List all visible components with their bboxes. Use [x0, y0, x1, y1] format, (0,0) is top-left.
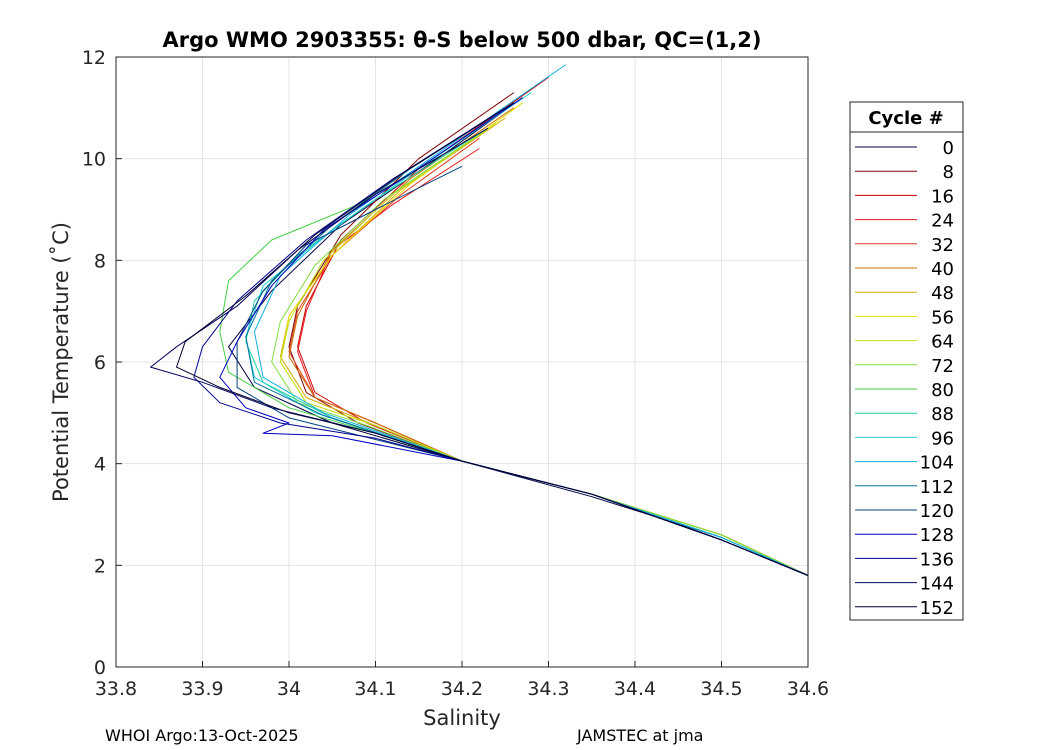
- footer-left: WHOI Argo:13-Oct-2025: [105, 726, 299, 745]
- y-tick-label: 0: [94, 657, 106, 679]
- y-tick-label: 2: [94, 555, 106, 577]
- legend-label-152: 152: [920, 598, 954, 619]
- legend-label-16: 16: [931, 186, 954, 207]
- x-tick-label: 34.1: [354, 678, 396, 700]
- legend-label-24: 24: [931, 211, 954, 232]
- legend-label-104: 104: [920, 453, 954, 474]
- y-tick-label: 6: [94, 352, 106, 374]
- legend-box: [849, 101, 964, 621]
- legend-entries: 0 8 16 24 32 40 48 56 64 72 80 88 96 104 112 120 128 136 1…: [855, 138, 954, 619]
- legend-label-56: 56: [931, 307, 954, 328]
- x-tick-label: 34: [277, 678, 301, 700]
- legend-label-96: 96: [931, 428, 954, 449]
- legend-label-112: 112: [920, 477, 954, 498]
- x-tick-label: 34.3: [527, 678, 569, 700]
- y-tick-label: 8: [94, 250, 106, 272]
- series-line-cycle-152: [176, 102, 809, 576]
- x-tick-label: 34.4: [614, 678, 656, 700]
- legend-label-144: 144: [920, 574, 954, 595]
- legend-label-48: 48: [931, 283, 954, 304]
- legend-label-120: 120: [920, 501, 954, 522]
- ticks: 33.8 33.9 34 34.1 34.2 34.3 34.4 34.5 34.6 0 2 4 6 8 1…: [82, 47, 829, 700]
- chart-title: Argo WMO 2903355: θ-S below 500 dbar, QC…: [163, 28, 762, 52]
- x-tick-label: 33.9: [181, 678, 223, 700]
- x-tick-label: 34.2: [441, 678, 483, 700]
- legend-label-128: 128: [920, 525, 954, 546]
- x-tick-label: 34.5: [700, 678, 742, 700]
- legend: Cycle # 0 8 16 24 32 40 48 56 64 72 80 88 96 104 112 12…: [849, 101, 964, 621]
- legend-label-64: 64: [931, 332, 954, 353]
- y-tick-label: 4: [94, 454, 106, 476]
- legend-label-80: 80: [931, 380, 954, 401]
- y-tick-label: 10: [82, 149, 106, 171]
- legend-label-72: 72: [931, 356, 954, 377]
- footer-right: JAMSTEC at jma: [577, 726, 704, 745]
- x-tick-label: 33.8: [95, 678, 137, 700]
- x-axis-label: Salinity: [423, 706, 501, 730]
- y-tick-label: 12: [82, 47, 106, 69]
- legend-label-8: 8: [943, 162, 954, 183]
- legend-label-136: 136: [920, 549, 954, 570]
- legend-label-88: 88: [931, 404, 954, 425]
- y-axis-label: Potential Temperature (˚C): [49, 222, 73, 502]
- legend-title: Cycle #: [868, 108, 943, 129]
- x-tick-label: 34.6: [787, 678, 829, 700]
- legend-label-40: 40: [931, 259, 954, 280]
- legend-label-32: 32: [931, 235, 954, 256]
- legend-label-0: 0: [943, 138, 954, 159]
- series-layer: [150, 64, 809, 576]
